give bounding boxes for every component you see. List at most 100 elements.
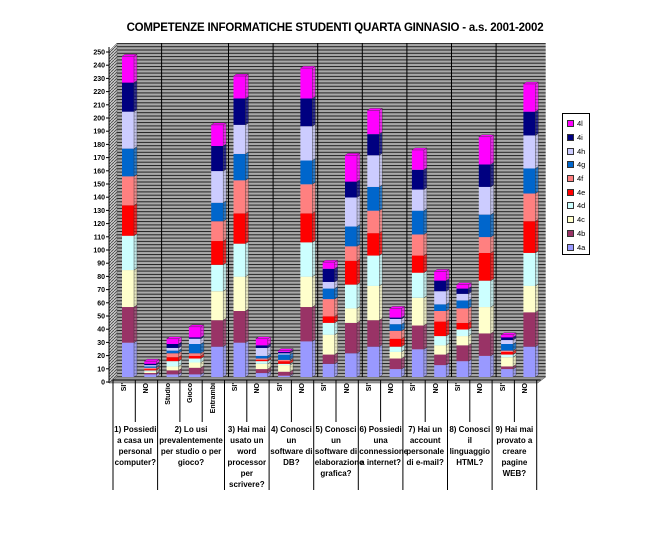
bar-segment-4f [501,350,514,352]
bar-segment-4i [122,82,134,112]
bar-segment-4c [233,276,246,311]
bar-segment-4f [345,246,357,261]
legend-label: 4a [577,242,586,252]
bar-segment-4l [188,326,201,338]
bar-side-4a [490,353,494,378]
bar-side-4b [423,323,428,350]
bar-segment-4e [166,357,179,362]
bar-top [232,73,250,77]
legend-item: 4l [563,117,589,131]
category-label: NO [135,383,157,419]
legend-label: 4e [577,187,586,197]
bar-segment-4e [389,338,402,347]
bar-segment-4b [278,371,291,376]
bar-side-4c [133,267,138,308]
bar-segment-4i [434,280,447,292]
bar-side-4a [468,358,472,378]
bar-segment-4h [523,135,536,169]
y-tick-label: 20 [97,353,105,360]
bar-side-4g [490,212,494,238]
bar-segment-4d [233,243,246,277]
bar-side-4e [423,253,428,274]
chart-title: COMPETENZE INFORMATICHE STUDENTI QUARTA … [126,22,544,34]
bar-segment-4l [345,155,357,182]
bar-segment-4e [144,369,157,371]
bar-side-4a [222,344,227,378]
bar-segment-4a [278,375,291,377]
legend-label: 4f [577,174,584,184]
bar-segment-4c [478,307,491,334]
legend-item: 4a [563,240,589,254]
bar-segment-4d [345,284,357,309]
bar-segment-4i [367,134,380,156]
category-label: Studio [158,383,180,419]
category-label: NO [247,383,269,419]
bar-segment-4f [166,353,179,358]
category-label-text: SI' [321,383,329,392]
question-label: 4) Conosci un software di DB? [270,425,313,467]
y-tick-label: 240 [93,63,105,70]
bar-side-4d [490,278,494,308]
bar-segment-4i [411,169,424,190]
category-label-text: SI' [499,383,507,392]
bar-segment-4a [255,373,268,377]
bar-segment-4i [144,363,157,366]
bar-segment-4h [367,155,380,187]
bar-side-4d [133,233,138,271]
bar-segment-4i [523,111,536,136]
bar-segment-4h [456,293,469,301]
bar-side-4c [356,305,361,324]
category-label: SI' [314,383,336,419]
bar-side-4a [446,362,450,378]
bar-segment-4c [367,285,380,321]
bar-top [522,81,540,85]
bar-segment-4c [389,351,402,359]
bar-segment-4g [523,168,536,194]
bar-segment-4g [367,186,380,211]
bar-side-4g [379,184,383,212]
bar-side-4f [379,208,383,234]
bar-side-4g [245,151,249,181]
bar-segment-4i [255,345,268,348]
legend-swatch [567,229,574,237]
category-label: NO [291,383,313,419]
bar-top [165,336,183,339]
bar-segment-4h [300,126,313,161]
bar-segment-4f [255,358,268,360]
bar-side-4a [535,344,539,378]
bar-segment-4g [166,350,179,354]
bar-side-4i [490,162,494,188]
bar-segment-4e [345,260,357,285]
bar-segment-4h [478,186,491,215]
bar-segment-4g [278,354,291,360]
bar-segment-4d [411,272,424,298]
legend-label: 4g [577,160,586,170]
bar-side-4d [312,239,316,278]
bar-side-4g [312,158,316,185]
category-label: SI' [225,383,247,419]
bar-segment-4d [122,235,134,271]
bar-segment-4f [300,184,313,214]
y-tick-label: 10 [97,366,105,373]
bar-segment-4h [345,197,357,227]
category-label: NO [514,383,536,419]
legend-item: 4i [563,131,589,145]
bar-segment-4g [255,355,268,359]
bar-segment-4a [322,363,335,377]
bar-side-4i [312,96,316,127]
bar-segment-4b [345,322,357,354]
bar-side-4f [423,232,428,256]
bar-segment-4h [411,189,424,211]
bar-side-4a [312,338,316,378]
bar-segment-4b [523,312,536,347]
bar-segment-4d [523,252,536,286]
bar-side-4b [490,331,494,357]
bar-segment-4c [255,363,268,370]
bar-side-4c [334,332,338,355]
category-label: SI' [113,383,135,419]
bar-segment-4d [456,329,469,337]
question-label: 6) Possiedi una connessione a internet? [359,425,409,467]
bar-segment-4g [122,148,134,177]
bar-side-4i [222,143,227,172]
y-tick-label: 150 [93,182,105,189]
